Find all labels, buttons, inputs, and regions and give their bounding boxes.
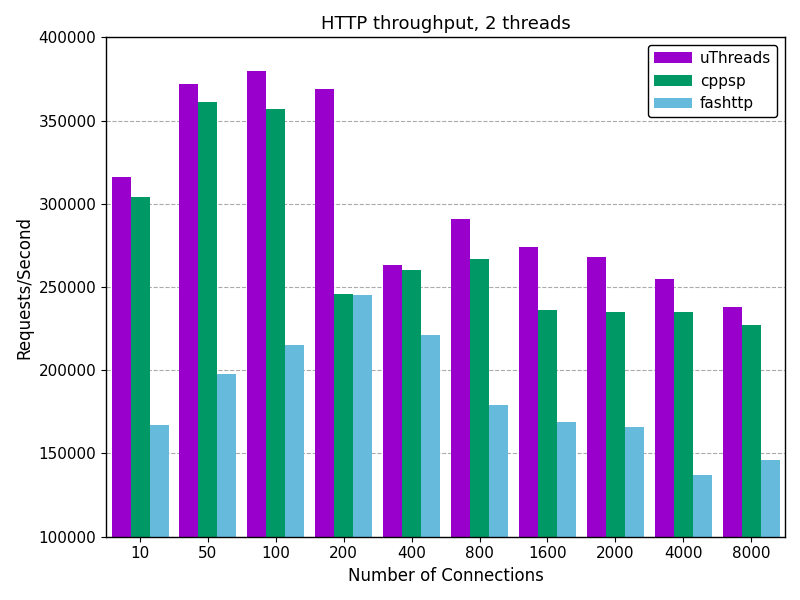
Bar [654,279,674,600]
Bar [247,71,266,600]
Bar [606,312,625,600]
Bar [111,177,130,600]
Y-axis label: Requests/Second: Requests/Second [15,215,33,359]
Bar [315,89,334,600]
Bar [538,310,557,600]
Bar [130,197,150,600]
Bar [354,295,372,600]
Bar [421,335,440,600]
Bar [451,219,470,600]
X-axis label: Number of Connections: Number of Connections [348,567,543,585]
Bar [334,293,354,600]
Bar [519,247,538,600]
Bar [722,307,742,600]
Bar [625,427,644,600]
Bar [218,374,237,600]
Bar [693,475,712,600]
Bar [402,271,421,600]
Bar [674,312,693,600]
Bar [557,422,576,600]
Bar [586,257,606,600]
Bar [489,405,508,600]
Bar [286,345,304,600]
Bar [761,460,779,600]
Bar [470,259,489,600]
Title: HTTP throughput, 2 threads: HTTP throughput, 2 threads [321,15,570,33]
Bar [266,109,286,600]
Bar [179,84,198,600]
Bar [383,265,402,600]
Bar [198,102,218,600]
Bar [742,325,761,600]
Legend: uThreads, cppsp, fashttp: uThreads, cppsp, fashttp [648,45,778,118]
Bar [150,425,169,600]
